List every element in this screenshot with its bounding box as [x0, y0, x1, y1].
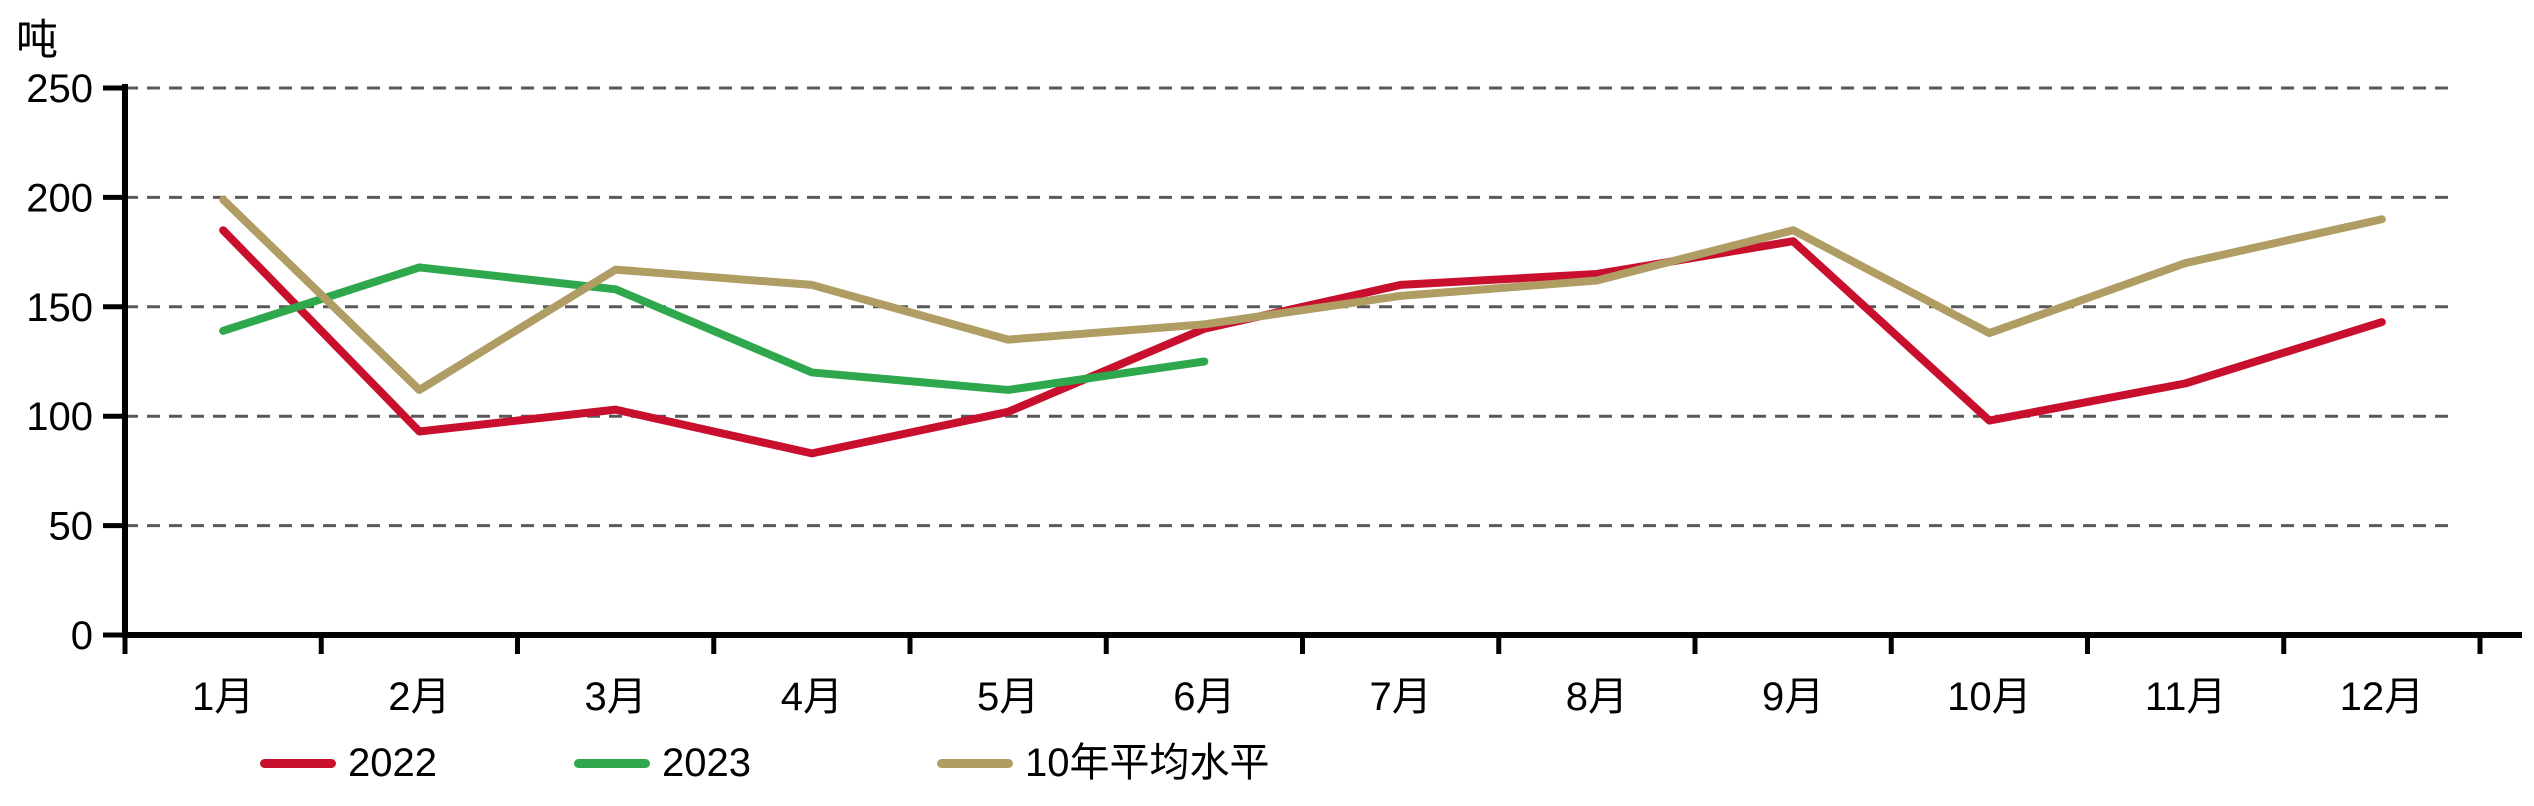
x-tick-label-4: 4月 — [781, 675, 843, 719]
x-tick-label-2: 2月 — [388, 675, 450, 719]
x-tick-label-1: 1月 — [192, 675, 254, 719]
x-tick-label-5: 5月 — [977, 675, 1039, 719]
legend-item-2023: 2023 — [574, 740, 751, 786]
x-tick-label-7: 7月 — [1370, 675, 1432, 719]
y-tick-label-50: 50 — [49, 505, 94, 549]
y-tick-label-150: 150 — [26, 286, 93, 330]
x-tick-label-12: 12月 — [2340, 675, 2425, 719]
y-tick-label-100: 100 — [26, 395, 93, 439]
x-tick-label-10: 10月 — [1947, 675, 2032, 719]
legend-label-2023: 2023 — [662, 741, 751, 785]
x-tick-label-6: 6月 — [1173, 675, 1235, 719]
legend-item-10yr-average: 10年平均水平 — [937, 740, 1270, 786]
series-line-2022 — [219, 226, 2386, 458]
legend-swatch-2023 — [574, 758, 650, 768]
x-tick-label-3: 3月 — [585, 675, 647, 719]
legend-item-2022: 2022 — [260, 740, 437, 786]
y-axis-unit-label: 吨 — [16, 16, 59, 63]
series-line-2023 — [219, 263, 1209, 394]
series-line-10年平均水平 — [219, 195, 2386, 394]
y-tick-label-0: 0 — [71, 614, 93, 658]
legend-swatch-2022 — [260, 758, 336, 768]
y-tick-label-250: 250 — [26, 67, 93, 111]
x-tick-label-9: 9月 — [1762, 675, 1824, 719]
x-tick-label-8: 8月 — [1566, 675, 1628, 719]
x-tick-label-11: 11月 — [2145, 675, 2227, 719]
y-tick-label-200: 200 — [26, 176, 93, 220]
legend-label-2022: 2022 — [348, 741, 437, 785]
legend-label-10yr-average: 10年平均水平 — [1025, 741, 1270, 785]
legend-swatch-10yr-average — [937, 758, 1013, 768]
